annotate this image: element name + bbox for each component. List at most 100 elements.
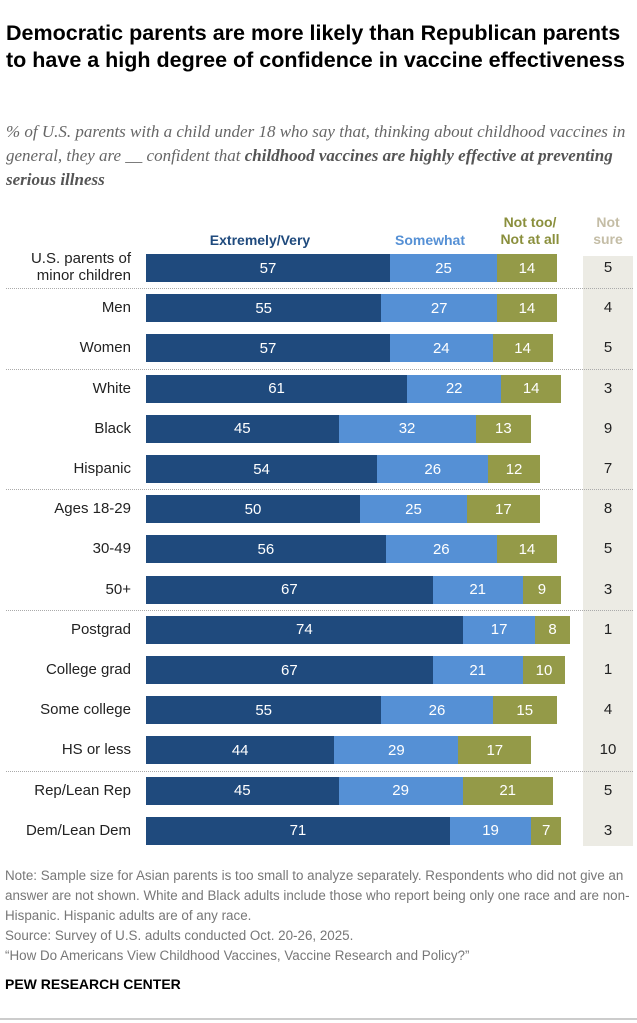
bar-segment-extremely-very: 45 (146, 414, 339, 443)
chart-title: Democratic parents are more likely than … (6, 21, 625, 72)
bar-segment-not-too: 15 (492, 696, 557, 725)
bar-segment-extremely-very: 67 (146, 575, 433, 604)
bar-segment-extremely-very: 67 (146, 656, 433, 684)
report-title: “How Do Americans View Childhood Vaccine… (5, 948, 470, 963)
bar-segment-not-too: 8 (535, 615, 570, 644)
bar-segment-not-too: 9 (522, 575, 562, 604)
bar-segment-extremely-very: 57 (146, 254, 390, 282)
bar-segment-somewhat: 24 (389, 334, 493, 363)
not-sure-value: 9 (603, 419, 613, 437)
bar-segment-not-too: 13 (475, 414, 532, 443)
bar-segment-somewhat: 25 (389, 254, 497, 282)
not-sure-value: 5 (603, 540, 613, 558)
bar-segment-somewhat: 26 (377, 455, 489, 483)
legend-not-too: Not too/Not at all (490, 214, 570, 248)
not-sure-value: 3 (603, 379, 613, 397)
category-label: Men (101, 299, 131, 317)
subtitle-text: % of U.S. parents with a child under 18 … (6, 122, 626, 165)
category-label: Hispanic (73, 460, 131, 477)
subtitle-bold: childhood vaccines are highly effective … (6, 146, 613, 189)
legend-somewhat: Somewhat (394, 232, 465, 248)
legend-not-sure-line1: Not (596, 214, 620, 230)
bar-segment-not-too: 7 (531, 816, 562, 845)
bar-segment-somewhat: 21 (432, 656, 523, 684)
bar-segment-somewhat: 26 (385, 535, 497, 564)
bar-segment-not-too: 14 (496, 254, 557, 282)
category-label: U.S. parents of minor children (0, 250, 131, 284)
category-label: Ages 18-29 (54, 500, 131, 518)
not-sure-column-background (583, 256, 633, 846)
bar-segment-not-too: 10 (522, 656, 566, 684)
not-sure-value: 8 (603, 500, 613, 518)
bar-segment-somewhat: 17 (462, 615, 536, 644)
bar-segment-extremely-very: 74 (146, 615, 463, 644)
legend-not-too-line1: Not too/ (503, 214, 557, 230)
group-divider (6, 489, 633, 491)
bar-segment-not-too: 14 (496, 535, 557, 564)
bar-segment-somewhat: 29 (334, 736, 459, 765)
bar-segment-extremely-very: 45 (146, 776, 339, 805)
bar-segment-somewhat: 26 (381, 696, 493, 725)
bar-segment-extremely-very: 54 (146, 455, 378, 483)
source: Source: Survey of U.S. adults conducted … (5, 928, 354, 943)
legend-not-sure-line2: sure (593, 231, 623, 247)
bar-segment-extremely-very: 71 (146, 816, 450, 845)
not-sure-value: 10 (599, 741, 617, 759)
footnotes: Note: Sample size for Asian parents is t… (5, 866, 635, 966)
brand-logo: PEW RESEARCH CENTER (5, 976, 181, 992)
bar-segment-extremely-very: 55 (146, 294, 382, 323)
note: Note: Sample size for Asian parents is t… (5, 868, 630, 923)
bottom-rule (0, 1018, 637, 1020)
group-divider (6, 288, 633, 290)
category-label: College grad (45, 661, 131, 678)
legend-extremely-very: Extremely/Very (209, 232, 311, 248)
bar-segment-somewhat: 21 (432, 575, 523, 604)
bar-segment-extremely-very: 44 (146, 736, 335, 765)
category-label: HS or less (61, 741, 131, 759)
category-label: 50+ (105, 580, 131, 598)
bar-segment-somewhat: 19 (449, 816, 532, 845)
bar-segment-somewhat: 27 (381, 294, 497, 323)
not-sure-value: 5 (603, 339, 613, 357)
bar-segment-somewhat: 25 (360, 495, 467, 524)
not-sure-value: 1 (603, 661, 613, 678)
category-label: Black (94, 419, 131, 437)
not-sure-value: 3 (603, 580, 613, 598)
group-divider (6, 368, 633, 370)
bar-segment-extremely-very: 50 (146, 495, 360, 524)
category-label-line: U.S. parents of (30, 250, 131, 267)
not-sure-value: 4 (603, 701, 613, 719)
bar-segment-not-too: 21 (462, 776, 553, 805)
not-sure-value: 7 (603, 460, 613, 477)
category-label: Rep/Lean Rep (34, 781, 131, 799)
category-label-line: minor children (36, 267, 131, 284)
chart-subtitle: % of U.S. parents with a child under 18 … (6, 120, 626, 192)
legend-not-sure: Not sure (583, 214, 633, 248)
category-label: Dem/Lean Dem (25, 821, 131, 839)
group-divider (6, 609, 633, 611)
bar-segment-not-too: 12 (488, 455, 540, 483)
legend-not-too-line2: Not at all (500, 231, 560, 247)
group-divider (6, 770, 633, 772)
category-label: Postgrad (70, 620, 131, 638)
bar-segment-extremely-very: 57 (146, 334, 390, 363)
not-sure-value: 1 (603, 620, 613, 638)
bar-segment-not-too: 17 (467, 495, 540, 524)
bar-segment-somewhat: 32 (338, 414, 476, 443)
category-label: White (92, 379, 131, 397)
category-label: Women (79, 339, 131, 357)
not-sure-value: 5 (603, 259, 613, 276)
category-label: 30-49 (92, 540, 131, 558)
bar-segment-extremely-very: 61 (146, 374, 408, 403)
bar-segment-not-too: 14 (492, 334, 553, 363)
bar-segment-not-too: 14 (501, 374, 562, 403)
bar-segment-not-too: 17 (458, 736, 532, 765)
category-label: Some college (40, 701, 131, 719)
not-sure-value: 5 (603, 781, 613, 799)
bar-segment-somewhat: 29 (338, 776, 463, 805)
not-sure-value: 4 (603, 299, 613, 317)
bar-segment-somewhat: 22 (407, 374, 502, 403)
bar-segment-extremely-very: 56 (146, 535, 386, 564)
bar-segment-not-too: 14 (496, 294, 557, 323)
